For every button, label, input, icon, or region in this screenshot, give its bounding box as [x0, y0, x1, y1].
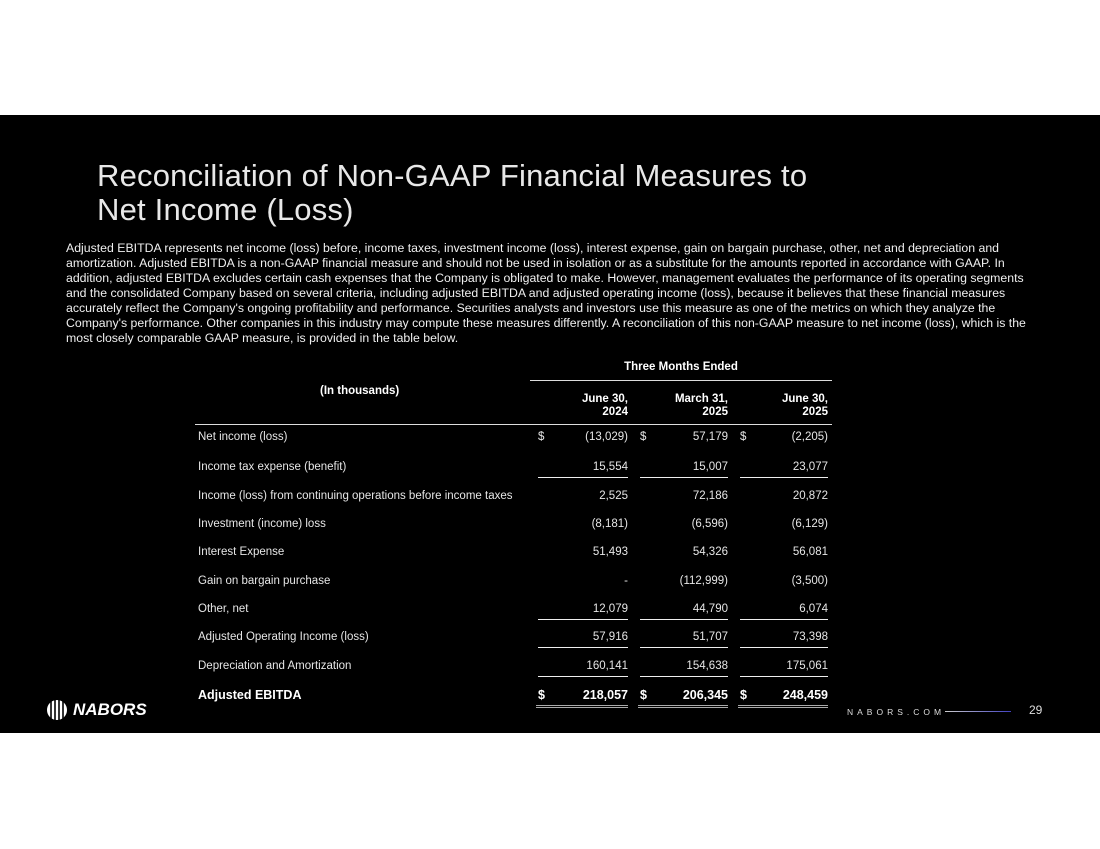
currency-symbol: $ [538, 431, 545, 443]
row-label: Adjusted Operating Income (loss) [198, 631, 369, 643]
table-row: Investment (income) loss (8,181) (6,596) (6… [198, 515, 832, 535]
column-header-year: 2024 [602, 406, 628, 418]
underline [538, 647, 628, 648]
table-row: Interest Expense 51,493 54,326 56,081 [198, 543, 832, 563]
cell-value: 23,077 [792, 461, 828, 473]
underline [640, 647, 728, 648]
cell-value: (8,181) [591, 518, 628, 530]
cell-value: 15,007 [692, 461, 728, 473]
column-header-year: 2025 [702, 406, 728, 418]
units-label: (In thousands) [320, 385, 400, 397]
footer-accent-line [945, 711, 1011, 712]
row-label: Other, net [198, 603, 249, 615]
underline [740, 676, 828, 677]
currency-symbol: $ [740, 431, 747, 443]
underline [640, 477, 728, 478]
table-row: Other, net 12,079 44,790 6,074 [198, 600, 832, 620]
cell-value: 206,345 [682, 688, 728, 702]
double-underline [638, 685, 728, 708]
table-row: Adjusted EBITDA $218,057 $206,345 $248,459 [198, 685, 832, 708]
cell-value: 57,179 [692, 431, 728, 443]
page-number: 29 [1029, 703, 1043, 717]
cell-value: 54,326 [692, 546, 728, 558]
underline [740, 619, 828, 620]
cell-value: (6,129) [791, 518, 828, 530]
cell-value: 6,074 [799, 603, 828, 615]
cell-value: (3,500) [791, 575, 828, 587]
column-header: June 30, 2025 [738, 393, 828, 419]
table-row: Income tax expense (benefit) 15,554 15,007… [198, 458, 832, 478]
cell-value: (2,205) [791, 431, 828, 443]
currency-symbol: $ [640, 431, 647, 443]
double-underline [536, 685, 628, 708]
divider [530, 380, 832, 381]
cell-value: (13,029) [585, 431, 628, 443]
underline [640, 676, 728, 677]
cell-value: 57,916 [592, 631, 628, 643]
cell-value: 15,554 [592, 461, 628, 473]
row-label: Depreciation and Amortization [198, 660, 352, 672]
currency-symbol: $ [740, 688, 747, 702]
cell-value: (6,596) [691, 518, 728, 530]
column-header-date: June 30, [781, 393, 828, 405]
cell-value: (112,999) [679, 575, 728, 587]
column-header-year: 2025 [802, 406, 828, 418]
slide: Reconciliation of Non-GAAP Financial Mea… [0, 115, 1100, 733]
cell-value: 72,186 [692, 490, 728, 502]
cell-value: 44,790 [692, 603, 728, 615]
cell-value: 56,081 [792, 546, 828, 558]
underline [640, 619, 728, 620]
table-row: Depreciation and Amortization 160,141 154,… [198, 657, 832, 677]
underline [538, 676, 628, 677]
underline [740, 477, 828, 478]
website-url[interactable]: NABORS.COM [847, 707, 946, 717]
cell-value: 154,638 [686, 660, 728, 672]
divider [195, 424, 832, 425]
double-underline [738, 685, 828, 708]
row-label: Interest Expense [198, 546, 285, 558]
row-label: Gain on bargain purchase [198, 575, 331, 587]
underline [538, 477, 628, 478]
underline [740, 647, 828, 648]
table-row: Income (loss) from continuing operations… [198, 487, 832, 507]
group-header: Three Months Ended [624, 361, 738, 373]
cell-value: - [624, 575, 628, 587]
currency-symbol: $ [640, 688, 647, 702]
cell-value: 248,459 [782, 688, 828, 702]
table-row: Adjusted Operating Income (loss) 57,916 51… [198, 628, 832, 648]
title-line-2: Net Income (Loss) [97, 192, 354, 227]
title-line-1: Reconciliation of Non-GAAP Financial Mea… [97, 158, 808, 193]
cell-value: 175,061 [786, 660, 828, 672]
underline [538, 619, 628, 620]
cell-value: 51,493 [592, 546, 628, 558]
cell-value: 12,079 [592, 603, 628, 615]
row-label: Adjusted EBITDA [198, 688, 302, 702]
table-row: Gain on bargain purchase - (112,999) (3,500… [198, 572, 832, 592]
row-label: Net income (loss) [198, 431, 288, 443]
nabors-logo: NABORS [46, 699, 147, 721]
row-label: Income tax expense (benefit) [198, 461, 347, 473]
nabors-logo-icon [47, 700, 67, 720]
table-row: Net income (loss) $ (13,029) $57,179 $ (2,205… [198, 428, 832, 448]
column-header-date: March 31, [674, 393, 728, 405]
cell-value: 2,525 [599, 490, 628, 502]
logo-text: NABORS [73, 700, 147, 719]
page-title: Reconciliation of Non-GAAP Financial Mea… [97, 159, 807, 227]
description: Adjusted EBITDA represents net income (l… [66, 241, 1026, 345]
cell-value: 73,398 [792, 631, 828, 643]
row-label: Income (loss) from continuing operations… [198, 490, 513, 502]
row-label: Investment (income) loss [198, 518, 326, 530]
column-header: March 31, 2025 [638, 393, 728, 419]
column-header-date: June 30, [581, 393, 628, 405]
cell-value: 160,141 [586, 660, 628, 672]
cell-value: 218,057 [582, 688, 628, 702]
cell-value: 51,707 [692, 631, 728, 643]
column-header: June 30, 2024 [538, 393, 628, 419]
currency-symbol: $ [538, 688, 545, 702]
cell-value: 20,872 [792, 490, 828, 502]
